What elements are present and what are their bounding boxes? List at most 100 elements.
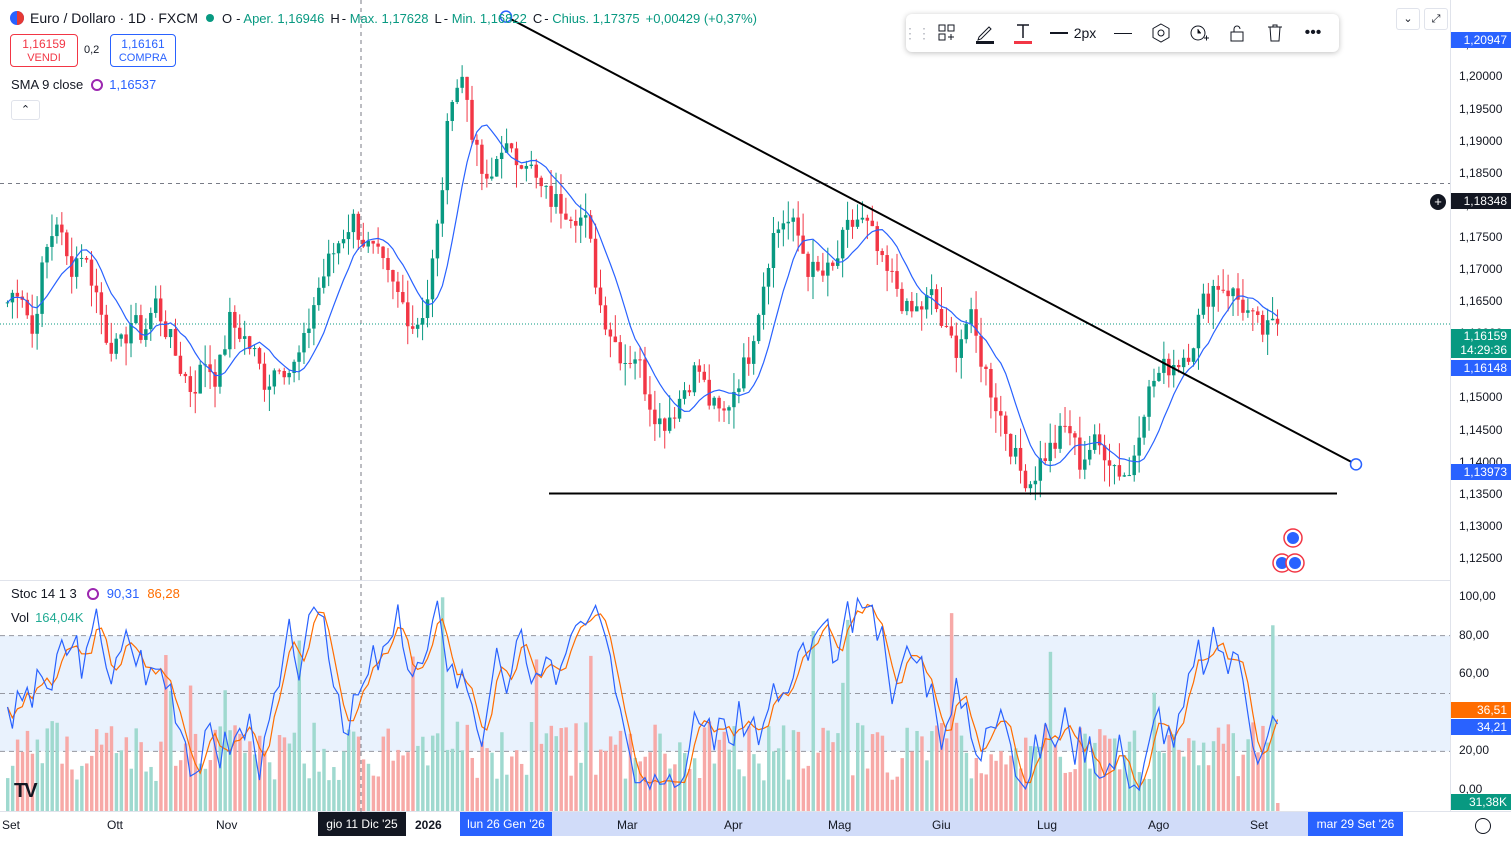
volume-bar [104,732,109,811]
candle-body [163,321,168,338]
volume-bar [30,753,35,811]
candle-body [129,323,133,344]
candle-body [455,87,459,103]
candle-body [702,371,707,380]
candle-body [406,302,410,327]
candle-body [218,354,222,387]
volume-legend[interactable]: Vol 164,04K [11,610,84,625]
candle-body [30,315,34,334]
sell-button[interactable]: 1,16159 VENDI [10,34,78,67]
candle-body [410,326,415,329]
ohlc-high-label: H [330,10,340,26]
volume-bar [1251,722,1255,811]
candle-body [401,292,405,303]
stoch-refresh-icon[interactable] [86,587,99,600]
volume-bar [351,731,356,811]
volume-bar [70,769,74,811]
collapse-legend-button[interactable]: ⌃ [11,100,40,120]
volume-bar [1038,746,1043,811]
templates-icon[interactable] [928,18,966,48]
candle-body [272,370,277,387]
volume-bar [984,774,988,811]
volume-bar [1206,765,1211,811]
candle-body [682,390,687,399]
trash-icon[interactable] [1256,18,1294,48]
price-tick-label: 1,18500 [1459,165,1503,180]
candle-body [238,327,242,339]
candle-body [1063,425,1067,427]
volume-bar [500,732,504,811]
volume-bar [262,751,267,811]
volume-bar [312,722,316,811]
candle-body [574,220,578,226]
symbol-title[interactable]: Euro / Dollaro · 1D · FXCM [30,10,199,26]
sma-refresh-icon[interactable] [91,78,104,91]
candle-body [1152,380,1156,387]
candle-body [1038,458,1043,481]
volume-bar [633,757,638,811]
line-color-button[interactable] [966,18,1004,48]
volume-bar [638,761,642,811]
candle-body [119,334,123,339]
candle-body [1112,465,1117,467]
candle-body [826,262,830,276]
osc-tick-label: 0,00 [1459,782,1483,796]
candle-body [1181,357,1186,368]
osc-tick-label: 80,00 [1459,627,1490,642]
candle-body [183,373,188,377]
volume-bar [213,729,217,811]
text-color-button[interactable] [1004,18,1042,48]
volume-bar [1241,754,1245,811]
tradingview-logo[interactable]: TV [14,780,38,802]
stoch-k-line [6,596,1279,792]
line-style-button[interactable] [1104,18,1142,48]
add-plus-icon[interactable]: + [1430,194,1446,210]
volume-bar [480,741,484,811]
candle-body [1260,314,1265,335]
volume-bar [198,763,203,811]
volume-bar [495,778,499,811]
candle-body [1186,357,1191,362]
candle-body [954,335,959,358]
chevron-down-icon[interactable]: ⌄ [1396,8,1420,30]
volume-bar [50,721,54,811]
volume-bar [539,743,544,811]
settings-icon[interactable] [1142,18,1180,48]
volume-bar [510,756,514,811]
volume-bar [999,751,1003,811]
candle-body [781,223,786,230]
volume-bar [920,736,924,811]
stoch-legend[interactable]: Stoc 14 1 3 90,31 86,28 [11,586,180,601]
volume-bar [1132,730,1137,811]
volume-bar [287,743,292,811]
drag-handle-icon[interactable]: ⋮⋮ [903,24,931,41]
volume-bar [411,656,415,811]
more-options-icon[interactable]: ••• [1304,24,1322,41]
volume-bar [791,730,796,811]
volume-bar [228,730,232,811]
volume-bar [218,726,222,811]
market-open-icon [206,14,215,22]
candle-body [1117,465,1122,477]
ohlc-low-text: Min. 1,16822 [451,10,527,26]
candle-body [1068,426,1072,434]
candle-body [69,256,74,277]
sma-legend[interactable]: SMA 9 close 1,16537 [11,77,156,92]
line-width-button[interactable]: 2px [1042,18,1104,48]
maximize-icon[interactable]: ⤢ [1424,8,1448,30]
alert-add-icon[interactable] [1180,18,1218,48]
candle-body [1201,293,1206,315]
volume-bar [762,780,766,811]
volume-bar [1068,772,1072,811]
lock-icon[interactable] [1218,18,1256,48]
candle-body [974,309,978,336]
candle-body [282,370,286,378]
buy-button[interactable]: 1,16161 COMPRA [110,34,176,67]
time-axis-settings-icon[interactable] [1475,818,1491,834]
volume-bar [771,751,776,811]
candle-body [504,143,509,153]
candle-body [1251,310,1255,312]
volume-bar [885,772,890,811]
osc-tick-label: 20,00 [1459,743,1490,758]
